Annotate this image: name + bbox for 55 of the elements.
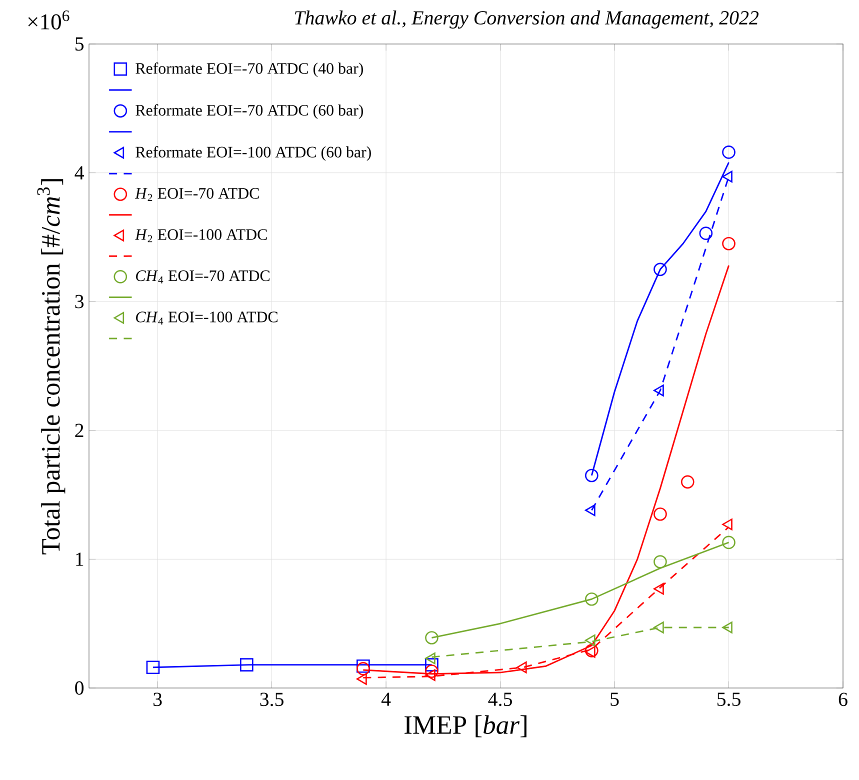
point bbox=[654, 262, 667, 276]
point bbox=[722, 146, 736, 159]
point bbox=[722, 170, 732, 183]
y-tick-label: 3 bbox=[75, 294, 84, 308]
point bbox=[654, 622, 664, 634]
y-tick-label: 5 bbox=[76, 37, 84, 51]
point bbox=[680, 475, 694, 489]
chart-title: Thawko et al., Energy Conversion and Management, 2022 bbox=[295, 10, 759, 29]
x-tick-label: 4 bbox=[381, 692, 391, 706]
legend-label: H$_{2}$ EOI=-100 ATDC bbox=[134, 229, 267, 242]
y-tick-label: 1 bbox=[76, 552, 84, 566]
point bbox=[722, 518, 732, 530]
point bbox=[654, 384, 664, 396]
y-tick-label: 0 bbox=[75, 681, 84, 695]
point bbox=[585, 468, 598, 482]
x-tick-label: 3 bbox=[154, 692, 162, 706]
point bbox=[722, 236, 736, 250]
legend-label: Reformate EOI=-70 ATDC (40 bar) bbox=[136, 62, 363, 78]
x-tick-label: 5 bbox=[610, 692, 619, 706]
point bbox=[722, 622, 732, 634]
legend-label: Reformate EOI=-70 ATDC (60 bar) bbox=[136, 104, 363, 119]
legend-label: CH$_{4}$ EOI=-70 ATDC bbox=[136, 270, 270, 284]
x-tick-label: 5.5 bbox=[717, 692, 740, 706]
point bbox=[654, 582, 664, 595]
point bbox=[425, 669, 436, 681]
text: ×10$^{6}$ bbox=[28, 10, 70, 30]
legend-label: H$_{2}$ EOI=-70 ATDC bbox=[134, 188, 259, 201]
x-tick-label: 4.5 bbox=[488, 692, 512, 706]
point bbox=[516, 662, 527, 674]
point bbox=[146, 660, 160, 674]
point bbox=[722, 536, 736, 550]
x-axis-title: IMEP [bar] bbox=[404, 715, 526, 738]
point bbox=[240, 658, 254, 672]
y-tick-label: 2 bbox=[75, 424, 84, 437]
point bbox=[654, 555, 667, 568]
point bbox=[425, 631, 438, 644]
x-tick-label: 3.5 bbox=[260, 692, 284, 706]
x-tick-label: 6 bbox=[838, 692, 848, 706]
point bbox=[585, 504, 596, 516]
point bbox=[654, 507, 667, 521]
point bbox=[356, 673, 367, 685]
point bbox=[356, 659, 370, 673]
y-tick-label: 4 bbox=[74, 166, 84, 180]
point bbox=[699, 226, 713, 240]
y-axis-title: Total particle concentration [#/cm$^{3}$] bbox=[37, 179, 66, 554]
point bbox=[585, 634, 596, 646]
point bbox=[585, 644, 598, 658]
legend-label: Reformate EOI=-100 ATDC (60 bar) bbox=[136, 146, 371, 161]
point bbox=[425, 652, 436, 664]
point bbox=[425, 664, 438, 678]
point bbox=[585, 646, 596, 658]
point bbox=[585, 592, 598, 606]
point bbox=[425, 658, 438, 672]
legend-label: CH$_{4}$ EOI=-100 ATDC bbox=[136, 312, 278, 325]
point bbox=[356, 662, 370, 676]
